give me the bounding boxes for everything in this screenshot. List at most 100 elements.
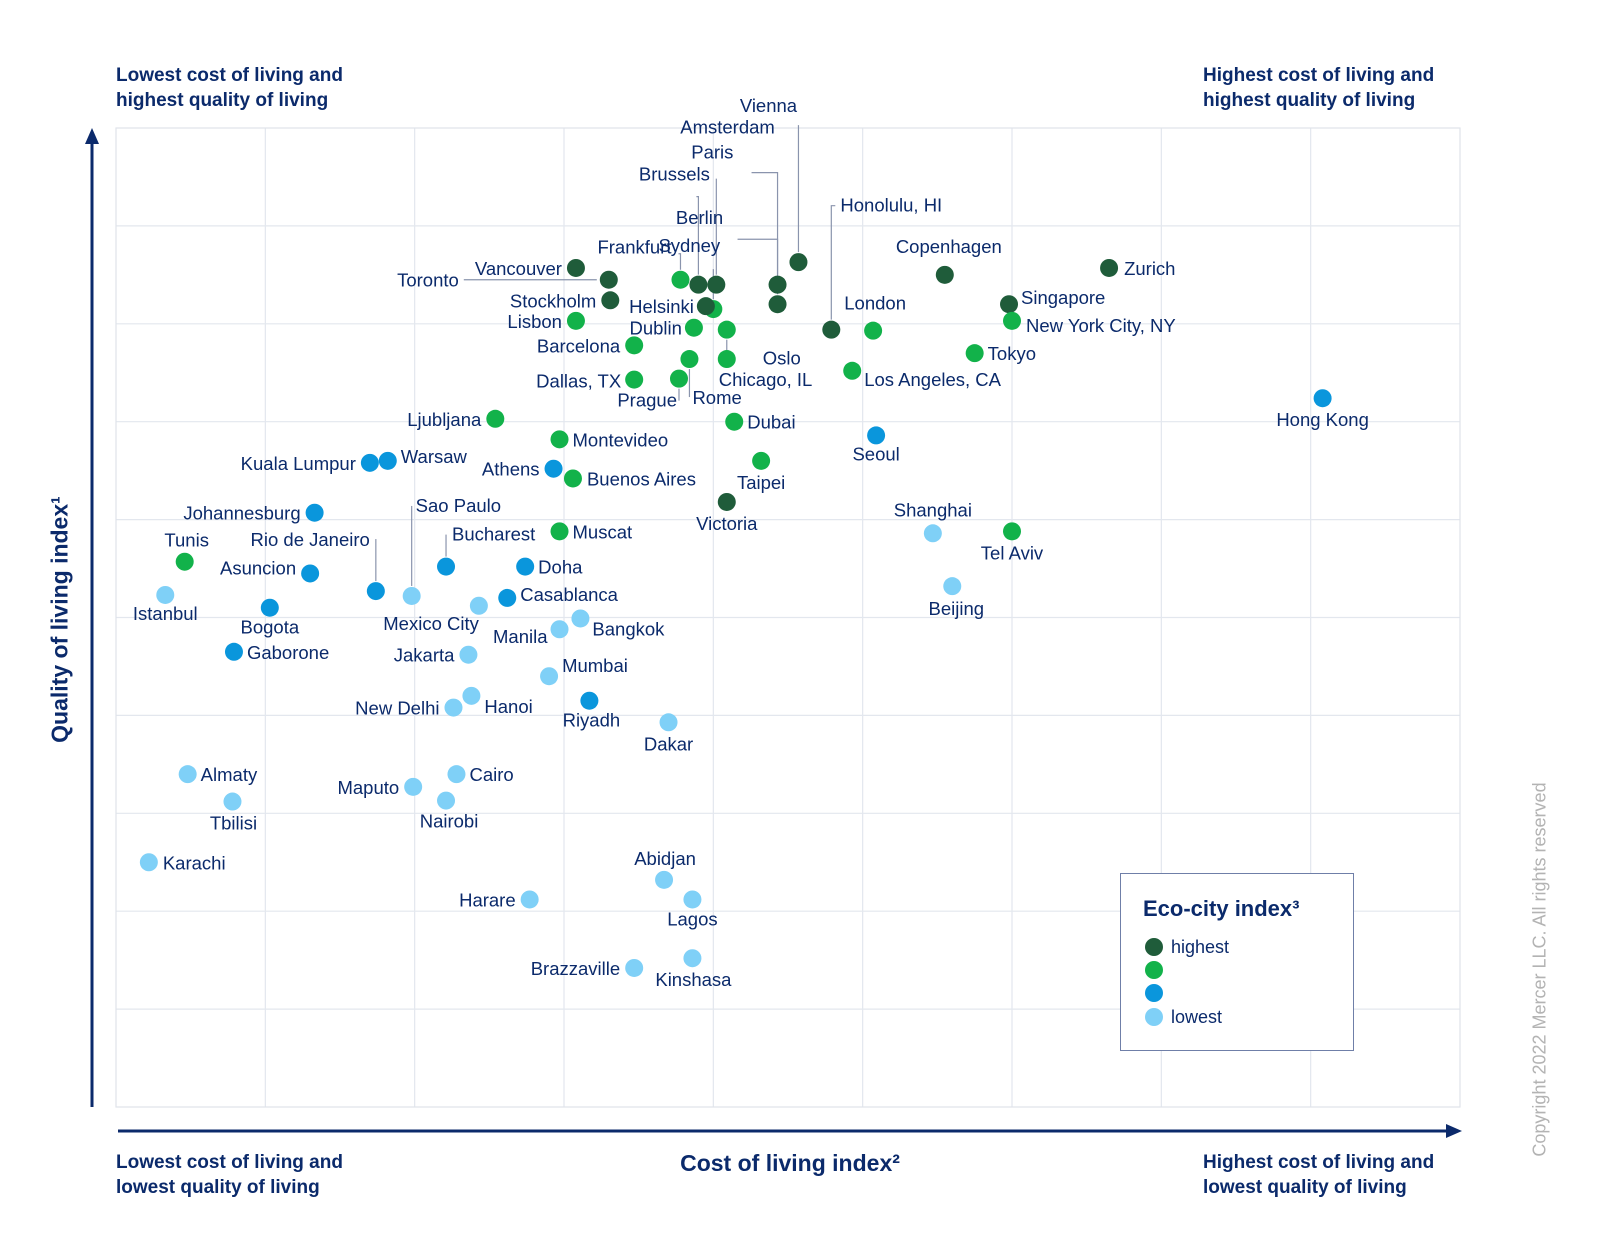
label-tunis: Tunis — [164, 530, 209, 551]
label-jakarta: Jakarta — [394, 645, 455, 666]
point-frankfurt — [671, 270, 690, 289]
label-gaborone: Gaborone — [247, 642, 329, 663]
label-new-york-city-ny: New York City, NY — [1026, 315, 1176, 336]
y-axis-title: Quality of living index¹ — [46, 496, 73, 743]
label-athens: Athens — [482, 459, 540, 480]
label-almaty: Almaty — [201, 764, 258, 785]
y-axis-arrowhead — [85, 128, 99, 144]
label-dakar: Dakar — [644, 733, 693, 754]
legend-label: highest — [1171, 937, 1230, 957]
legend: Eco-city index³ highest lowest — [1120, 873, 1354, 1051]
point-stockholm — [601, 291, 620, 310]
point-copenhagen — [935, 265, 954, 284]
corner-label-line: lowest quality of living — [1203, 1177, 1407, 1198]
label-chicago-il: Chicago, IL — [719, 369, 813, 390]
label-berlin: Berlin — [676, 207, 723, 228]
label-harare: Harare — [459, 889, 516, 910]
label-johannesburg: Johannesburg — [183, 503, 300, 524]
point-tel-aviv — [1003, 522, 1021, 541]
point-amsterdam — [768, 275, 787, 294]
corner-label-bottom-left: Lowest cost of living and lowest quality… — [116, 1150, 343, 1200]
point-shanghai — [923, 524, 942, 543]
point-johannesburg — [305, 503, 324, 522]
label-prague: Prague — [617, 390, 677, 411]
label-nairobi: Nairobi — [420, 811, 479, 832]
label-ljubljana: Ljubljana — [407, 409, 482, 430]
label-abidjan: Abidjan — [634, 848, 696, 869]
point-kinshasa — [683, 949, 702, 968]
point-lagos — [683, 890, 702, 909]
label-riyadh: Riyadh — [563, 710, 621, 731]
point-new-york-city-ny — [1003, 311, 1021, 330]
point-abidjan — [655, 870, 674, 889]
legend-swatch — [1145, 961, 1163, 979]
legend-swatch — [1145, 984, 1163, 1002]
legend-label: lowest — [1171, 1007, 1223, 1027]
point-paris — [707, 275, 726, 294]
corner-label-top-left: Lowest cost of living and highest qualit… — [116, 63, 343, 113]
label-singapore: Singapore — [1021, 287, 1105, 308]
axes — [85, 128, 1462, 1138]
label-brazzaville: Brazzaville — [531, 958, 620, 979]
point-dallas-tx — [625, 370, 644, 389]
corner-label-top-right: Highest cost of living and highest quali… — [1203, 63, 1434, 113]
label-sao-paulo: Sao Paulo — [416, 495, 501, 516]
corner-label-line: Highest cost of living and — [1203, 1152, 1435, 1173]
point-istanbul — [156, 585, 175, 604]
point-mumbai — [540, 667, 559, 686]
corner-label-line: lowest quality of living — [116, 1177, 320, 1198]
corner-label-line: highest quality of living — [116, 90, 329, 111]
label-asuncion: Asuncion — [220, 557, 296, 578]
label-shanghai: Shanghai — [894, 499, 972, 520]
point-lisbon — [566, 311, 585, 330]
point-almaty — [178, 765, 197, 784]
label-sydney: Sydney — [658, 235, 720, 256]
label-kinshasa: Kinshasa — [655, 969, 732, 990]
point-bogota — [260, 598, 279, 617]
point-brazzaville — [625, 958, 644, 977]
label-bogota: Bogota — [240, 617, 299, 638]
point-harare — [520, 890, 539, 909]
point-helsinki — [696, 297, 715, 316]
point-seoul — [867, 426, 886, 445]
point-jakarta — [459, 645, 478, 664]
legend-swatch — [1145, 1008, 1163, 1026]
label-dubai: Dubai — [747, 412, 795, 433]
legend-title: Eco-city index³ — [1143, 896, 1300, 921]
leader-line-honolulu-hi — [830, 205, 836, 320]
data-points — [139, 253, 1332, 977]
point-dublin — [684, 318, 703, 337]
label-dublin: Dublin — [629, 318, 681, 339]
label-brussels: Brussels — [639, 164, 710, 185]
point-ljubljana — [486, 409, 505, 428]
point-bangkok — [571, 609, 590, 628]
label-bangkok: Bangkok — [592, 618, 665, 639]
point-maputo — [404, 777, 423, 796]
point-cairo — [447, 765, 466, 784]
label-manila: Manila — [493, 626, 548, 647]
label-doha: Doha — [538, 557, 583, 578]
x-axis-arrowhead — [1446, 1124, 1462, 1138]
label-maputo: Maputo — [337, 777, 399, 798]
label-oslo: Oslo — [763, 348, 801, 369]
point-beijing — [943, 577, 962, 596]
point-tunis — [175, 552, 194, 571]
point-honolulu-hi — [822, 320, 841, 339]
label-rome: Rome — [692, 387, 741, 408]
label-toronto: Toronto — [397, 270, 459, 291]
corner-label-line: Lowest cost of living and — [116, 65, 343, 86]
label-muscat: Muscat — [573, 521, 633, 542]
label-mumbai: Mumbai — [562, 655, 628, 676]
label-victoria: Victoria — [696, 513, 758, 534]
leader-line-frankfurt — [678, 253, 682, 270]
label-copenhagen: Copenhagen — [896, 236, 1002, 257]
point-vienna — [789, 253, 808, 272]
point-taipei — [752, 451, 771, 470]
legend-swatch — [1145, 938, 1163, 956]
point-tbilisi — [223, 792, 242, 811]
corner-label-bottom-right: Highest cost of living and lowest qualit… — [1203, 1150, 1434, 1200]
label-tel-aviv: Tel Aviv — [981, 542, 1044, 563]
point-prague — [669, 369, 688, 388]
